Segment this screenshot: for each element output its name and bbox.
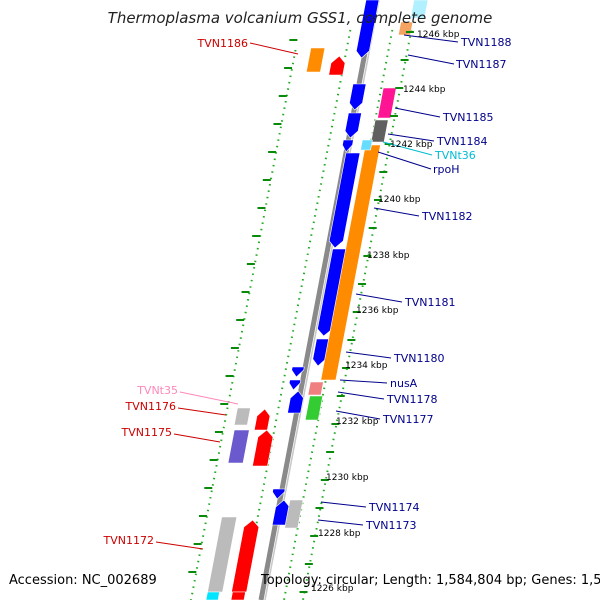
gene-forward-cds (342, 139, 354, 153)
scale-label: 1240 kbp (378, 195, 421, 205)
feature-label: TVN1175 (121, 426, 172, 439)
scale-label: 1230 kbp (326, 473, 369, 483)
scale-label: 1236 kbp (356, 306, 399, 316)
gene-cds-gray (370, 119, 389, 143)
genome-title: Thermoplasma volcanium GSS1, complete ge… (107, 9, 493, 27)
gene-forward-cds (328, 152, 361, 249)
gene-rna-cyan (205, 591, 220, 600)
label-leader-line (355, 293, 403, 303)
gene-cds-lightgray (207, 516, 238, 593)
gene-cds-lightgray (284, 499, 304, 529)
scale-ticks (188, 31, 414, 593)
scale-label: 1226 kbp (311, 584, 354, 594)
gene-cds-green (304, 395, 324, 421)
scale-labels: 1246 kbp 1244 kbp 1242 kbp 1240 kbp 1238 kbp… (311, 30, 460, 594)
gene-rna (410, 0, 429, 19)
feature-label: TVN1185 (442, 111, 493, 124)
gene-cds-pink (377, 87, 397, 119)
scale-label: 1246 kbp (417, 30, 460, 40)
feature-label: TVN1173 (365, 519, 416, 532)
label-leader-line (339, 379, 388, 384)
gene-forward-cds (317, 248, 349, 337)
gene-cds-salmon (307, 381, 324, 396)
label-leaders (155, 34, 459, 550)
gene-forward-cds (355, 0, 380, 59)
topology-text: Topology: circular; Length: 1,584,804 bp… (261, 573, 600, 588)
gene-reverse-cds (231, 519, 260, 593)
gene-forward-cds (349, 83, 367, 111)
label-leader-line (177, 407, 227, 416)
feature-label: TVNt36 (434, 149, 476, 162)
gene-reverse-cds (230, 591, 246, 600)
feature-label: TVN1177 (382, 413, 433, 426)
feature-label: TVN1174 (368, 501, 419, 514)
gene-cds-orange (305, 47, 326, 73)
label-leader-line (249, 42, 299, 55)
scale-label: 1244 kbp (403, 85, 446, 95)
label-leader-line (382, 141, 433, 156)
gene-forward-cds (288, 379, 302, 391)
feature-label: TVN1172 (103, 534, 154, 547)
label-leader-line (317, 519, 364, 526)
gene-cds-lightgray (233, 407, 251, 426)
scale-label: 1238 kbp (367, 251, 410, 261)
label-leader-line (337, 391, 385, 400)
gene-forward-cds (287, 390, 304, 414)
feature-label: TVN1180 (393, 352, 444, 365)
feature-label: TVN1184 (436, 135, 487, 148)
gene-reverse-cds (253, 408, 271, 431)
label-leader-line (320, 501, 367, 508)
feature-label: TVN1187 (455, 58, 506, 71)
label-leader-line (394, 107, 441, 118)
label-leader-line (387, 133, 435, 142)
gene-forward-cds (344, 112, 362, 139)
scale-label: 1228 kbp (318, 529, 361, 539)
scale-label: 1242 kbp (390, 140, 433, 150)
label-leader-line (403, 34, 459, 43)
label-leader-line (377, 151, 432, 170)
gene-features (205, 0, 429, 600)
track-dotted-lines (190, 29, 413, 600)
accession-text: Accession: NC_002689 (9, 573, 157, 588)
feature-label: nusA (390, 377, 418, 390)
label-leader-line (335, 410, 381, 420)
feature-label: TVN1182 (421, 210, 472, 223)
label-leader-line (173, 433, 221, 443)
feature-label: TVN1178 (386, 393, 437, 406)
gene-reverse-cds (328, 55, 346, 76)
gene-cds-orange (320, 144, 381, 381)
feature-label: TVN1188 (460, 36, 511, 49)
gene-forward-cds (291, 366, 305, 378)
feature-labels: TVN1188TVN1187TVN1186TVN1185TVN1184TVNt3… (103, 36, 512, 547)
scale-label: 1232 kbp (336, 417, 379, 427)
label-leader-line (373, 207, 420, 217)
feature-label: TVN1186 (197, 37, 248, 50)
gene-cds-violet (227, 429, 250, 464)
feature-label: TVN1181 (404, 296, 455, 309)
label-leader-line (155, 541, 204, 550)
label-leader-line (345, 351, 392, 359)
gene-trna (360, 139, 373, 151)
dotted-track-line (190, 49, 297, 600)
feature-label: rpoH (433, 163, 460, 176)
gene-forward-cds (272, 488, 286, 500)
label-leader-line (179, 391, 239, 405)
feature-label: TVN1176 (125, 400, 176, 413)
scale-label: 1234 kbp (345, 361, 388, 371)
gene-reverse-cds (252, 429, 274, 467)
feature-label: TVNt35 (136, 384, 178, 397)
label-leader-line (407, 54, 455, 65)
